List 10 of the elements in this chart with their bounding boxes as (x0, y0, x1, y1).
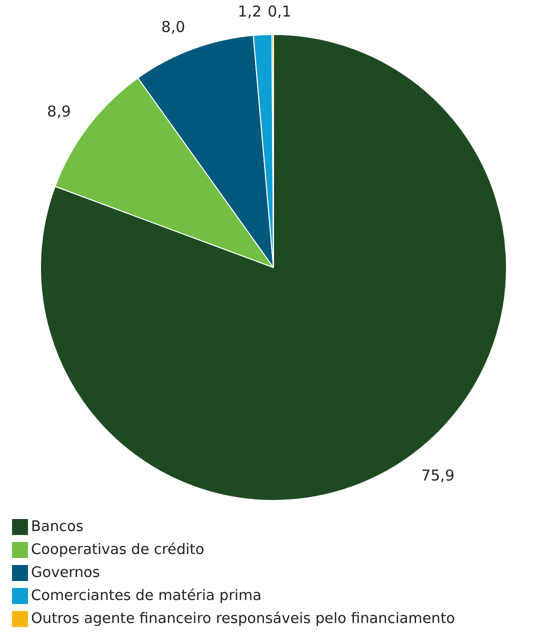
legend-label: Outros agente financeiro responsáveis pelo financiamento (31, 610, 456, 626)
data-label: 1,2 (238, 2, 262, 21)
data-label: 8,0 (161, 18, 186, 36)
data-label: 0,1 (268, 2, 292, 20)
legend-label: Bancos (31, 518, 84, 534)
legend-label: Cooperativas de crédito (31, 542, 204, 558)
legend-label: Governos (31, 564, 100, 580)
data-label: 8,9 (47, 102, 71, 121)
legend-label: Comerciantes de matéria prima (31, 588, 262, 604)
data-label: 75,9 (421, 466, 454, 485)
